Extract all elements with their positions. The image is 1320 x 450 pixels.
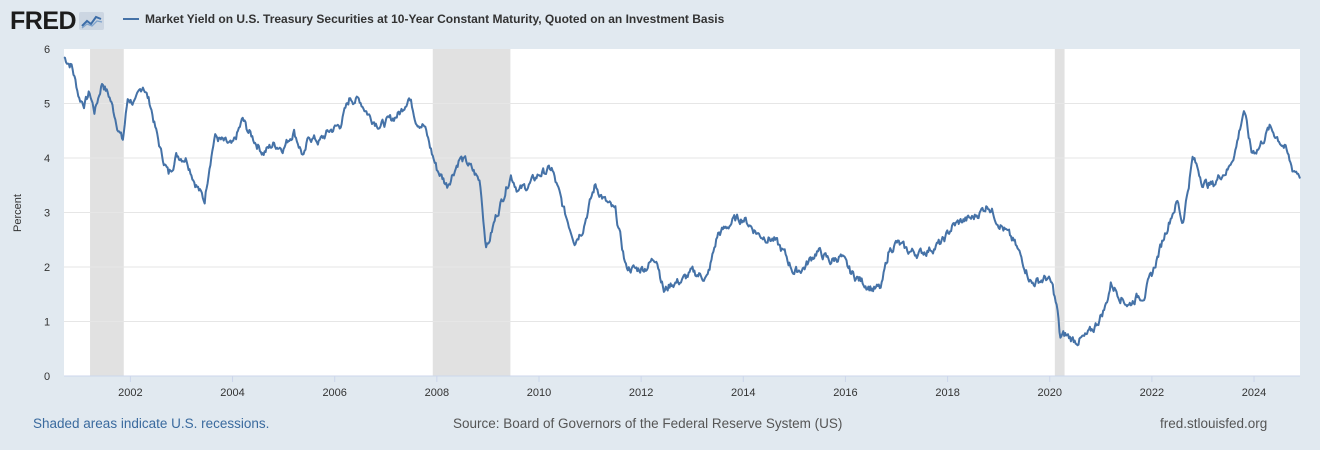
y-tick-label: 2 [44,262,50,274]
logo-text: FRED [10,6,77,35]
fred-site-link[interactable]: fred.stlouisfed.org [1160,416,1268,431]
x-tick-label: 2014 [731,387,755,399]
y-tick-label: 6 [44,44,50,56]
header: FRED [10,7,106,35]
y-tick-label: 0 [44,371,50,383]
legend-swatch [123,18,139,20]
y-tick-label: 1 [44,317,50,329]
x-tick-label: 2022 [1140,387,1164,399]
y-tick-label: 3 [44,208,50,220]
x-tick-label: 2018 [935,387,959,399]
x-tick-label: 2016 [833,387,857,399]
x-tick-label: 2020 [1037,387,1061,399]
grid-layer [64,103,1300,322]
x-tick-label: 2008 [425,387,449,399]
x-tick-label: 2004 [220,387,244,399]
x-tick-label: 2012 [629,387,653,399]
legend: Market Yield on U.S. Treasury Securities… [123,12,724,26]
y-axis-label: Percent [12,194,24,232]
x-tick-label: 2006 [322,387,346,399]
y-tick-label: 5 [44,99,50,111]
chart-line-icon [79,12,105,30]
fred-logo[interactable]: FRED [10,6,106,35]
source-note: Source: Board of Governors of the Federa… [453,416,843,431]
x-tick-label: 2010 [527,387,551,399]
legend-label: Market Yield on U.S. Treasury Securities… [145,12,725,26]
x-tick-label: 2024 [1242,387,1266,399]
axis-layer: 0 1 2 3 4 5 6 2002 2004 2006 2008 2010 2012 2014 2016 2… [44,44,1300,399]
series-line [63,56,1301,347]
x-tick-label: 2002 [118,387,142,399]
series-layer [63,56,1301,347]
y-tick-label: 4 [44,153,50,165]
recession-note-link[interactable]: Shaded areas indicate U.S. recessions. [33,416,270,431]
